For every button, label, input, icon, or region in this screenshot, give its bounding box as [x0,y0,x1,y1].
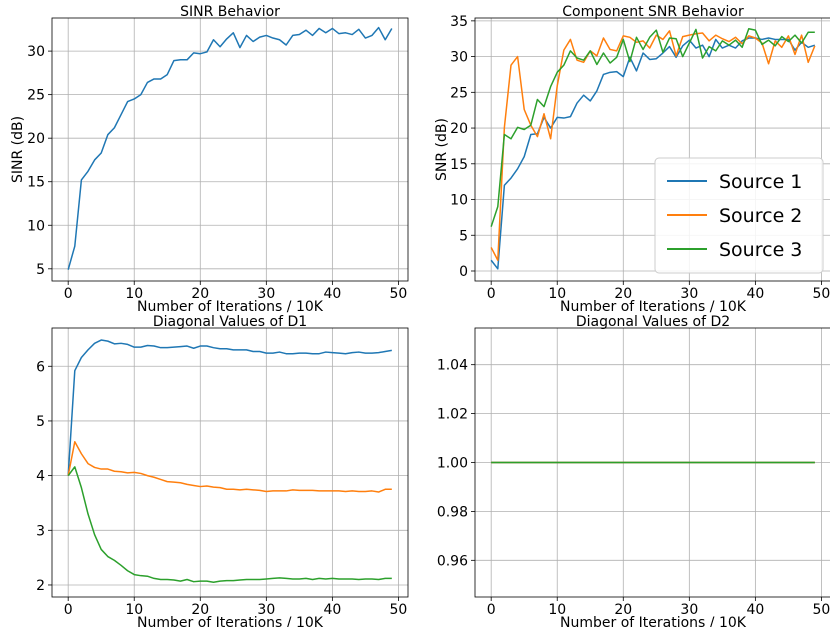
x-tick-label: 40 [323,602,341,618]
x-tick-label: 40 [746,602,764,618]
x-tick-label: 0 [487,286,496,302]
chart-title: Component SNR Behavior [562,4,744,20]
x-tick-label: 30 [257,602,275,618]
x-tick-label: 30 [257,286,275,302]
x-tick-label: 0 [64,602,73,618]
y-tick-label: 10 [450,193,468,209]
y-tick-label: 6 [36,359,45,375]
series-line-3 [67,466,392,583]
y-tick-label: 25 [450,85,468,101]
y-axis-label: SINR (dB) [10,116,26,183]
subplot-2: 0 10 20 30 40 50 0 5 10 15 20 25 30 35 Component SNR B… [434,4,830,315]
axes-frame [51,327,409,598]
legend-label: Source 1 [719,171,802,193]
x-tick-label: 10 [125,286,143,302]
legend-label: Source 3 [719,239,802,261]
series-line-2 [67,440,392,493]
y-tick-label: 2 [36,578,45,594]
y-tick-label: 10 [27,218,45,234]
x-tick-label: 20 [614,602,632,618]
series-line-1 [67,26,393,270]
y-tick-label: 0 [459,264,468,280]
y-tick-label: 15 [450,157,468,173]
x-axis-label: Number of Iterations / 10K [560,299,747,315]
x-tick-label: 40 [746,286,764,302]
y-tick-label: 1.02 [437,407,468,423]
subplot-3: 0 10 20 30 40 50 2 3 4 5 6 Diagonal Values of D1 Num… [36,314,409,627]
subplot-4: 0 10 20 30 40 50 0.96 0.98 1.00 1.02 1.04 Diagonal … [437,314,830,627]
x-axis-label: Number of Iterations / 10K [137,299,324,315]
axes-frame [474,17,830,282]
x-tick-label: 30 [680,286,698,302]
y-tick-label: 35 [450,14,468,30]
y-tick-label: 1.04 [437,358,468,374]
x-tick-label: 50 [390,602,408,618]
y-tick-label: 5 [36,414,45,430]
series-group [67,339,392,583]
series-line-source-3 [490,27,815,227]
y-tick-label: 0.98 [437,504,468,520]
x-tick-label: 0 [64,286,73,302]
series-line-1 [67,339,392,476]
y-tick-label: 3 [36,523,45,539]
y-tick-label: 30 [450,50,468,66]
series-group [490,27,816,270]
x-axis-label: Number of Iterations / 10K [560,615,747,627]
chart-title: SINR Behavior [180,4,280,20]
x-axis-label: Number of Iterations / 10K [137,615,324,627]
chart-title: Diagonal Values of D1 [153,314,307,330]
x-tick-label: 10 [125,602,143,618]
y-tick-label: 0.96 [437,553,468,569]
x-tick-label: 30 [680,602,698,618]
x-tick-label: 10 [548,602,566,618]
y-axis-label: SNR (dB) [434,118,450,181]
y-tick-label: 5 [36,262,45,278]
x-tick-label: 20 [614,286,632,302]
legend: Source 1 Source 2 Source 3 [654,157,824,274]
x-tick-label: 40 [323,286,341,302]
y-tick-label: 25 [27,88,45,104]
series-group [67,26,393,270]
x-tick-label: 50 [813,286,830,302]
x-tick-label: 50 [813,602,830,618]
y-tick-label: 20 [27,131,45,147]
x-tick-label: 20 [191,602,209,618]
axes-frame [51,17,409,282]
x-tick-label: 10 [548,286,566,302]
subplot-1: 0 10 20 30 40 50 5 10 15 20 25 30 SINR Behavior Numbe… [10,4,409,315]
chart-title: Diagonal Values of D2 [576,314,730,330]
y-tick-label: 20 [450,121,468,137]
legend-label: Source 2 [719,205,802,227]
x-tick-label: 0 [487,602,496,618]
y-tick-label: 15 [27,175,45,191]
y-tick-label: 1.00 [437,456,468,472]
x-tick-label: 20 [191,286,209,302]
legend-box [654,157,824,274]
y-tick-label: 30 [27,44,45,60]
y-tick-label: 5 [459,228,468,244]
x-tick-label: 50 [390,286,408,302]
y-tick-label: 4 [36,469,45,485]
